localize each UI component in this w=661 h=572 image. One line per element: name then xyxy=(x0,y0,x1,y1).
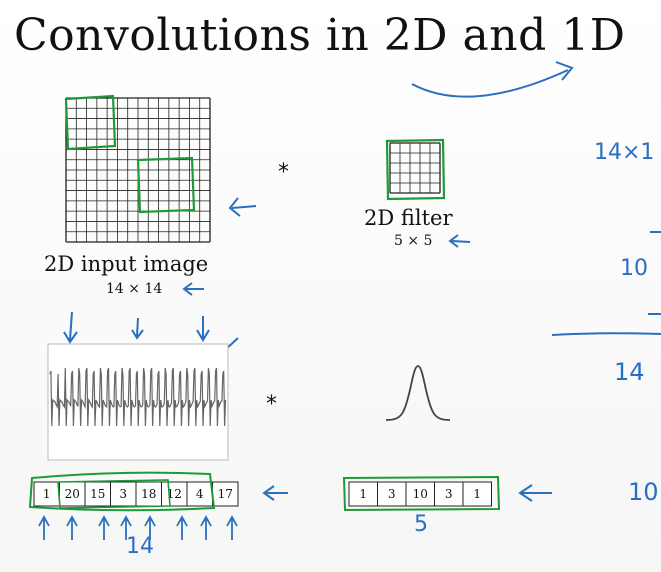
arrow-down-icon xyxy=(63,311,78,344)
array-cell xyxy=(186,481,213,507)
array-cell-value: 15 xyxy=(90,487,105,501)
array-cell-value: 10 xyxy=(413,487,428,501)
array-cell xyxy=(110,481,137,507)
arrow-left-icon xyxy=(448,234,471,248)
input-image-dims: 14 × 14 xyxy=(106,281,163,297)
array-cell xyxy=(462,481,492,507)
filter-dims: 5 × 5 xyxy=(394,233,433,249)
filter-grid xyxy=(389,142,441,194)
right-note-top: 14×1 xyxy=(594,140,655,165)
arrow-left-icon xyxy=(518,484,552,502)
array-cell-value: 20 xyxy=(65,487,80,501)
input-image-label: 2D input image xyxy=(44,252,209,276)
fraction-line xyxy=(551,332,661,336)
array-cell-value: 17 xyxy=(218,487,233,501)
gaussian-filter-curve xyxy=(385,365,451,421)
signal-array: 1 20 15 3 18 12 4 17 xyxy=(33,481,239,507)
arrow-head-icon xyxy=(555,61,574,81)
filter-label: 2D filter xyxy=(364,206,453,230)
right-note-mid: 10 xyxy=(620,256,648,281)
arrow-left-icon xyxy=(182,282,204,296)
up-arrows xyxy=(38,515,238,540)
array-cell-value: 3 xyxy=(119,487,127,501)
arrow-left-icon xyxy=(228,197,257,217)
array-cell xyxy=(377,481,407,507)
array-cell-value: 3 xyxy=(388,487,396,501)
right-note-low: 14 xyxy=(614,358,645,386)
arrow-up-icon xyxy=(176,515,188,540)
signal-length-note: 14 xyxy=(126,534,154,559)
arrow-up-icon xyxy=(144,515,156,540)
array-cell-value: 1 xyxy=(359,487,367,501)
array-cell-value: 3 xyxy=(445,487,453,501)
highlight-scribble xyxy=(57,479,171,509)
array-cell-value: 18 xyxy=(141,487,156,501)
highlight-scribble xyxy=(28,471,216,512)
arrow-up-icon xyxy=(226,515,238,540)
ecg-signal xyxy=(49,367,227,427)
arrow-up-icon xyxy=(66,515,78,540)
right-note-bottom: 10 xyxy=(628,478,659,506)
array-cell-value: 12 xyxy=(167,487,182,501)
highlight-scribble xyxy=(342,475,501,512)
array-cell-value: 1 xyxy=(43,487,51,501)
arrow-up-icon xyxy=(200,515,212,540)
highlight-box-filter xyxy=(385,138,446,201)
convolution-operator: * xyxy=(266,392,277,417)
arrow-left-icon xyxy=(262,485,288,501)
slide-title: Convolutions in 2D and 1D xyxy=(14,10,626,61)
filter-1d-array: 1 3 10 3 1 xyxy=(348,481,492,507)
array-cell xyxy=(33,481,60,507)
arrow-down-icon xyxy=(131,317,144,340)
arrow-up-icon xyxy=(38,515,50,540)
arrow-up-icon xyxy=(98,515,110,540)
array-cell-value: 4 xyxy=(196,487,204,501)
array-cell xyxy=(161,481,188,507)
convolution-operator: * xyxy=(278,160,289,185)
arrow-curve-icon xyxy=(411,69,569,98)
arrow-up-icon xyxy=(120,515,132,540)
array-cell-value: 1 xyxy=(473,487,481,501)
arrow-down-icon xyxy=(196,316,210,342)
filter-length-note: 5 xyxy=(414,512,428,537)
highlight-box-center xyxy=(136,156,196,214)
highlight-box-top-left xyxy=(64,94,117,151)
